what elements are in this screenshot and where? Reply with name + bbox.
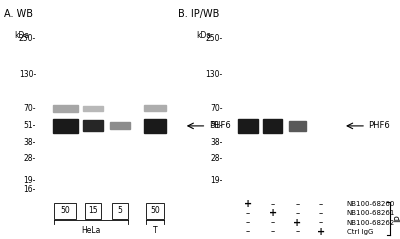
Text: 28-: 28- [24, 154, 36, 163]
Bar [146, 203, 164, 219]
Text: +: + [317, 227, 325, 237]
Text: 50: 50 [60, 206, 70, 216]
Text: 15: 15 [88, 206, 98, 216]
Text: –: – [271, 200, 275, 209]
Text: PHF6: PHF6 [209, 121, 230, 130]
Text: 70-: 70- [210, 104, 222, 113]
Bar [289, 121, 306, 131]
Text: 50: 50 [150, 206, 160, 216]
Text: 130-: 130- [205, 70, 222, 79]
Bar [263, 119, 282, 133]
Bar [52, 119, 78, 133]
Text: –: – [319, 218, 323, 227]
Text: kDa: kDa [196, 32, 211, 40]
Text: –: – [295, 200, 300, 209]
Text: –: – [319, 209, 323, 218]
Text: 250-: 250- [205, 34, 222, 43]
Bar [85, 203, 101, 219]
Bar [238, 119, 258, 133]
Text: T: T [152, 226, 157, 235]
Text: 70-: 70- [24, 104, 36, 113]
Text: 130-: 130- [19, 70, 36, 79]
Text: 38-: 38- [24, 138, 36, 147]
Bar [144, 105, 166, 111]
Text: A. WB: A. WB [4, 9, 33, 19]
Text: PHF6: PHF6 [368, 121, 390, 130]
Bar [54, 203, 76, 219]
Bar [83, 106, 103, 111]
Bar [83, 120, 103, 131]
Text: –: – [271, 218, 275, 227]
Bar [112, 203, 128, 219]
Text: NB100-68261: NB100-68261 [347, 210, 395, 216]
Bar [110, 122, 130, 129]
Text: 5: 5 [117, 206, 122, 216]
Text: 28-: 28- [210, 154, 222, 163]
Text: +: + [293, 218, 302, 228]
Text: IP: IP [394, 214, 400, 222]
Text: 250-: 250- [19, 34, 36, 43]
Text: 51-: 51- [24, 121, 36, 130]
Text: –: – [295, 209, 300, 218]
Text: –: – [319, 200, 323, 209]
Text: +: + [244, 200, 252, 209]
Text: –: – [246, 228, 250, 237]
Text: 19-: 19- [24, 176, 36, 185]
Text: 51-: 51- [210, 121, 222, 130]
Text: +: + [269, 208, 277, 218]
Text: kDa: kDa [14, 32, 30, 40]
Text: –: – [246, 218, 250, 227]
Text: NB100-68262: NB100-68262 [347, 220, 395, 226]
Text: –: – [246, 209, 250, 218]
Text: 16-: 16- [24, 185, 36, 194]
Text: –: – [295, 228, 300, 237]
Text: NB100-68260: NB100-68260 [347, 201, 395, 207]
Text: HeLa: HeLa [82, 226, 101, 235]
Text: B. IP/WB: B. IP/WB [178, 9, 219, 19]
Text: 19-: 19- [210, 176, 222, 185]
Bar [52, 105, 78, 112]
Text: –: – [271, 228, 275, 237]
Bar [144, 119, 166, 133]
Text: 38-: 38- [210, 138, 222, 147]
Text: Ctrl IgG: Ctrl IgG [347, 229, 373, 235]
